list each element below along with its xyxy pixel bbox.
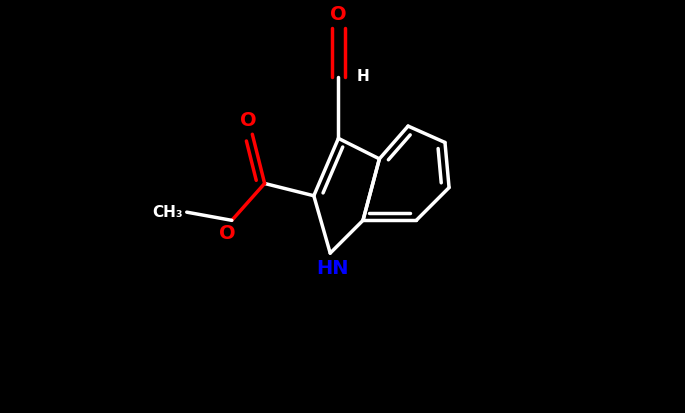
Text: H: H [357,69,370,84]
Text: CH₃: CH₃ [152,205,183,220]
Text: O: O [330,5,347,24]
Text: HN: HN [316,259,349,278]
Text: O: O [240,111,257,130]
Text: O: O [219,224,236,243]
